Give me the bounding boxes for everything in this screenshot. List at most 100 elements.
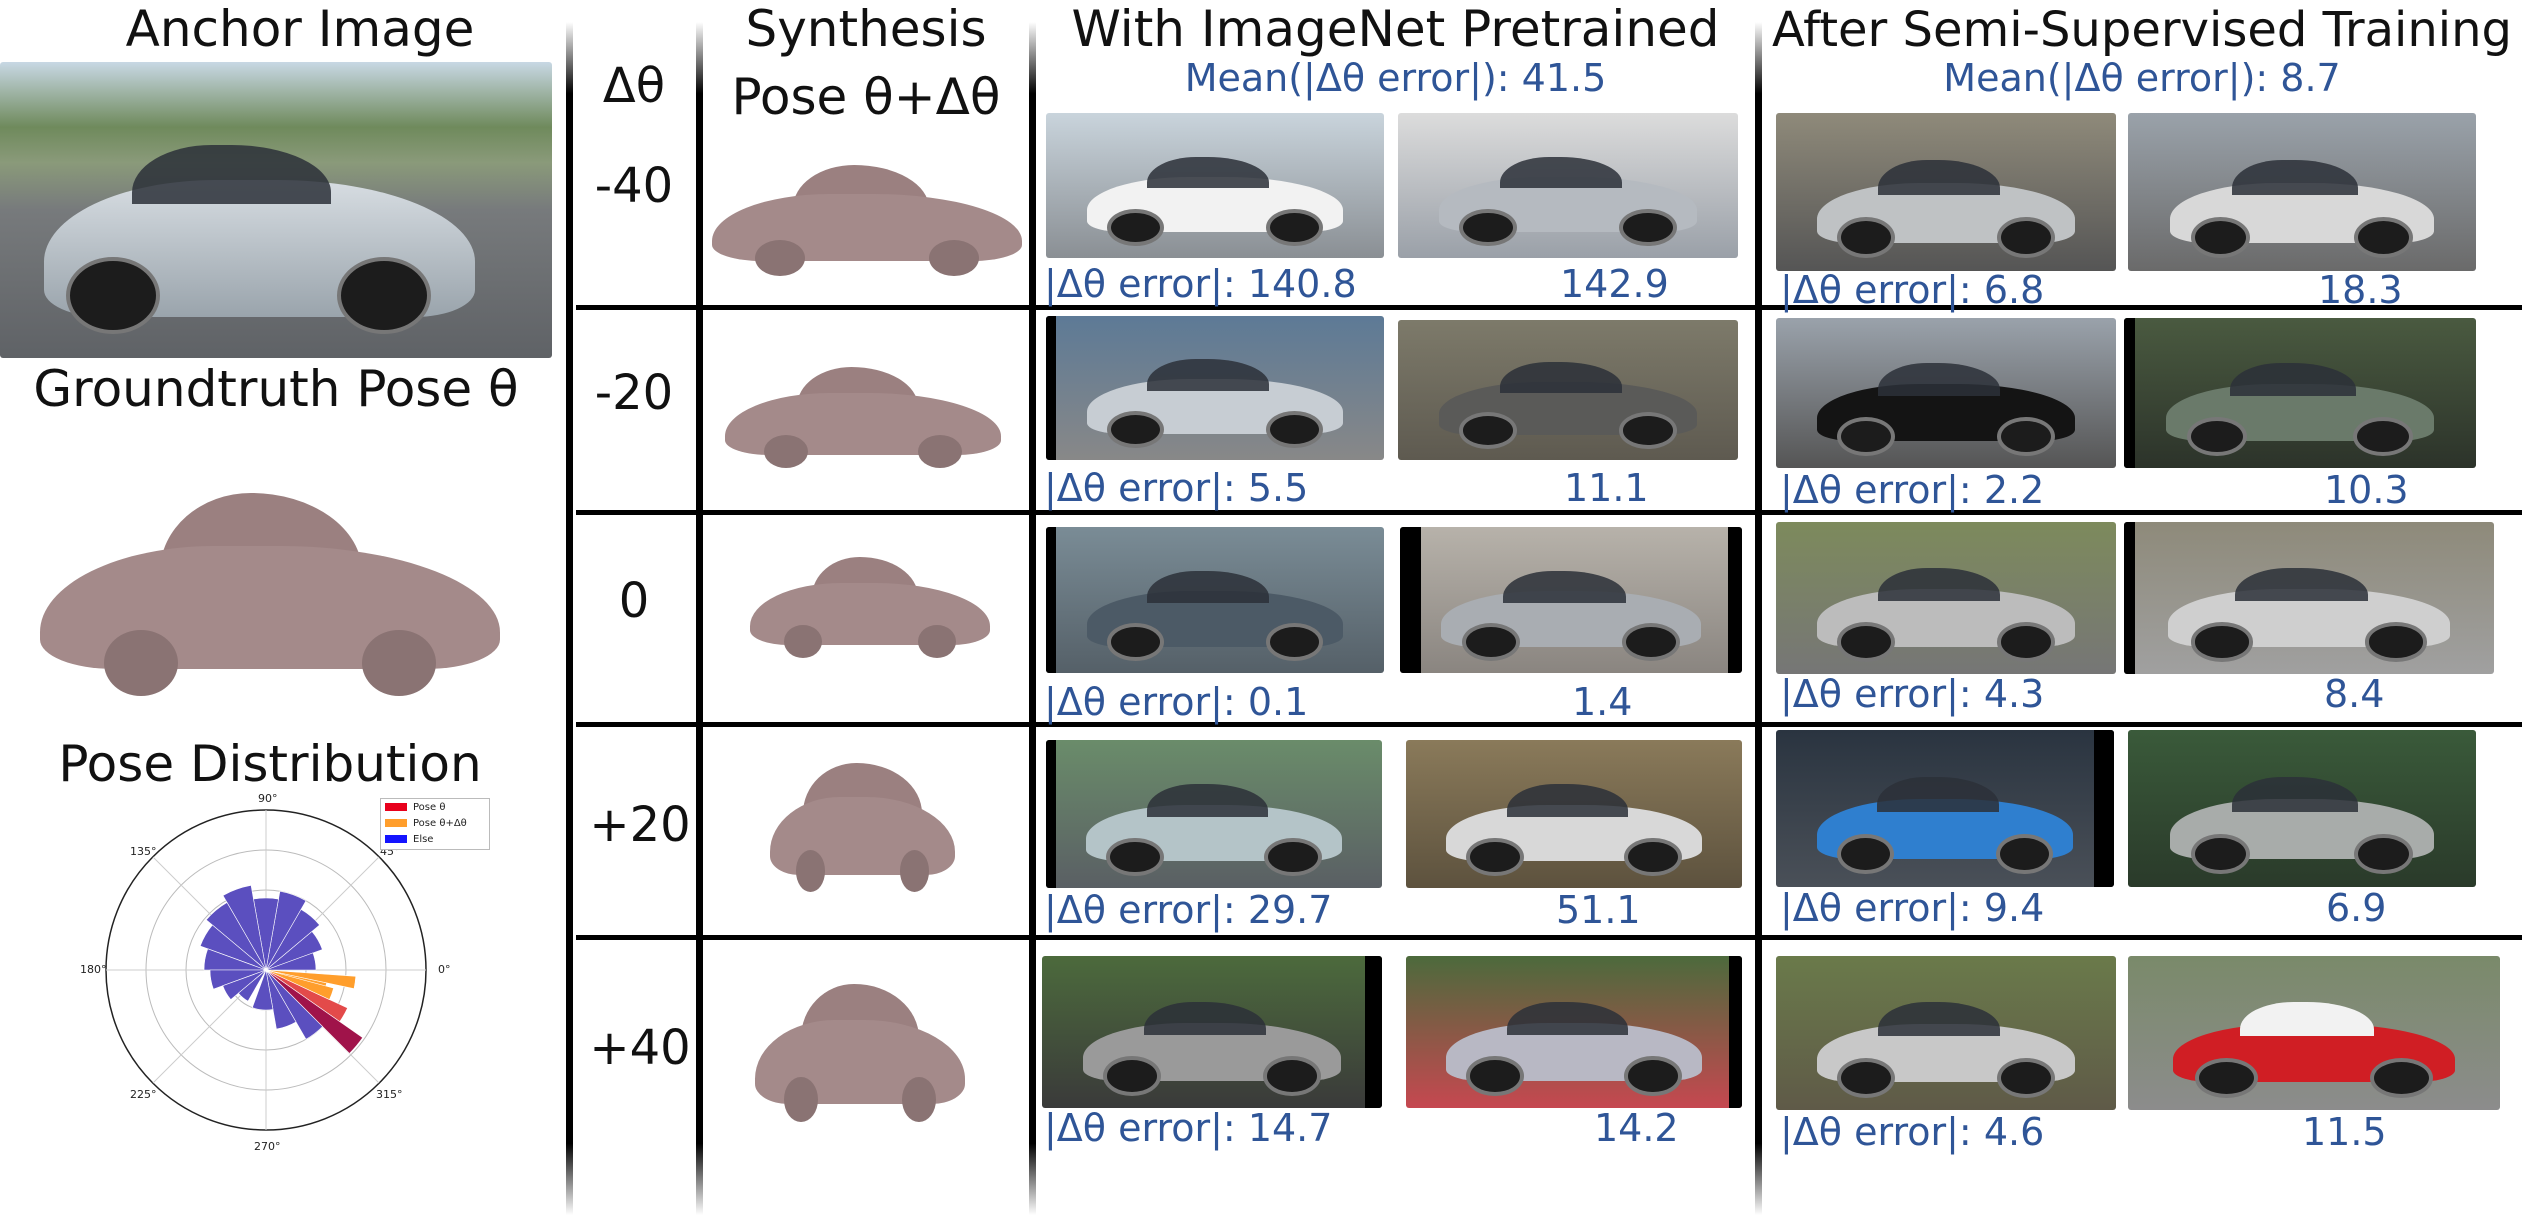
error-label: |Δθ error|: 5.5 <box>1044 466 1308 510</box>
legend-swatch-pose <box>385 803 407 811</box>
row-dtheta-label: +20 <box>589 797 691 853</box>
legend-label: Pose θ <box>413 801 446 813</box>
separator-horizontal <box>576 722 2522 727</box>
polar-wedge <box>265 890 307 971</box>
error-prefix: |Δθ error|: <box>1780 672 1972 716</box>
separator-vertical <box>1029 22 1036 1215</box>
synthesis-header-line1: Synthesis <box>745 0 987 58</box>
legend-item: Pose θ <box>381 799 489 815</box>
car-photo <box>1406 956 1742 1108</box>
car-photo <box>1042 956 1382 1108</box>
car-photo <box>2124 522 2494 674</box>
separator-horizontal <box>576 510 2522 515</box>
error-label: |Δθ error|: 6.8 <box>1780 268 2044 312</box>
error-label: |Δθ error|: 4.3 <box>1780 672 2044 716</box>
error-label: |Δθ error|: 0.1 <box>1044 680 1308 724</box>
car-photo <box>1046 113 1384 258</box>
separator-vertical <box>1755 22 1762 1215</box>
legend-label: Pose θ+Δθ <box>413 817 467 829</box>
legend-item: Else <box>381 831 489 847</box>
legend-label: Else <box>413 833 434 845</box>
synthesis-silhouette <box>712 158 1022 278</box>
error-value: 6.9 <box>2326 886 2387 930</box>
polar-wedge <box>265 969 323 1040</box>
car-photo <box>1046 316 1384 460</box>
polar-wedge <box>205 902 267 971</box>
error-value: 6.8 <box>1983 268 2045 312</box>
anchor-image <box>0 62 552 358</box>
error-label: |Δθ error|: 140.8 <box>1044 262 1357 306</box>
angle-tick-90: 90° <box>258 792 278 805</box>
imagenet-header: With ImageNet Pretrained <box>1071 0 1720 58</box>
row-dtheta-label: -40 <box>594 158 674 214</box>
angle-tick-315: 315° <box>376 1088 403 1101</box>
polar-wedge <box>222 884 267 971</box>
car-photo <box>1400 527 1742 673</box>
error-value: 5.5 <box>1247 466 1309 510</box>
error-value: 1.4 <box>1572 680 1633 724</box>
error-value: 9.4 <box>1983 886 2045 930</box>
error-value: 51.1 <box>1556 888 1641 932</box>
pose-distribution-polar-plot <box>105 809 427 1131</box>
car-photo <box>2128 113 2476 271</box>
polar-wedge <box>265 969 334 1000</box>
car-photo <box>1398 320 1738 460</box>
error-label: |Δθ error|: 14.7 <box>1044 1106 1332 1150</box>
error-value: 11.5 <box>2302 1110 2387 1154</box>
synthesis-silhouette <box>725 360 1001 470</box>
error-prefix: |Δθ error|: <box>1044 262 1236 306</box>
legend-swatch-pose-delta <box>385 819 407 827</box>
error-prefix: |Δθ error|: <box>1780 886 1972 930</box>
angle-tick-270: 270° <box>254 1140 281 1153</box>
polar-wedge <box>203 948 267 971</box>
semi-supervised-mean-error: Mean(|Δθ error|): 8.7 <box>1943 56 2341 100</box>
separator-horizontal <box>576 305 2522 310</box>
row-dtheta-label: 0 <box>618 573 650 629</box>
error-value: 142.9 <box>1560 262 1669 306</box>
groundtruth-pose-title: Groundtruth Pose θ <box>33 360 519 418</box>
legend-swatch-else <box>385 835 407 843</box>
car-photo <box>1776 113 2116 271</box>
separator-horizontal <box>576 935 2522 940</box>
polar-wedge <box>265 969 357 990</box>
synthesis-silhouette <box>755 975 965 1125</box>
pose-distribution-legend: Pose θ Pose θ+Δθ Else <box>380 798 490 850</box>
error-prefix: |Δθ error|: <box>1780 268 1972 312</box>
error-value: 2.2 <box>1983 468 2045 512</box>
row-dtheta-label: -20 <box>594 365 674 421</box>
angle-tick-180: 180° <box>80 963 107 976</box>
error-prefix: |Δθ error|: <box>1044 888 1236 932</box>
car-photo <box>1776 318 2116 468</box>
polar-wedge <box>237 969 267 1002</box>
polar-wedge <box>199 924 267 971</box>
error-value: 18.3 <box>2318 268 2403 312</box>
error-prefix: |Δθ error|: <box>1044 680 1236 724</box>
car-photo <box>1046 740 1382 888</box>
error-value: 8.4 <box>2324 672 2385 716</box>
polar-wedge <box>265 952 317 971</box>
error-value: 10.3 <box>2324 468 2409 512</box>
separator-vertical <box>696 22 703 1215</box>
error-label: |Δθ error|: 9.4 <box>1780 886 2044 930</box>
delta-theta-header: Δθ <box>602 58 666 114</box>
synthesis-silhouette <box>770 755 955 895</box>
groundtruth-pose-silhouette <box>40 480 500 700</box>
car-photo <box>2128 730 2476 887</box>
polar-wedge <box>251 968 274 1011</box>
polar-wedge <box>265 969 364 1054</box>
row-dtheta-label: +40 <box>589 1020 691 1076</box>
car-photo <box>1398 113 1738 258</box>
error-value: 11.1 <box>1564 466 1649 510</box>
synthesis-silhouette <box>750 550 990 660</box>
car-photo <box>1776 956 2116 1110</box>
car-photo <box>1406 740 1742 888</box>
error-label: |Δθ error|: 2.2 <box>1780 468 2044 512</box>
error-value: 4.3 <box>1983 672 2045 716</box>
error-prefix: |Δθ error|: <box>1780 468 1972 512</box>
error-value: 0.1 <box>1247 680 1309 724</box>
error-prefix: |Δθ error|: <box>1044 1106 1236 1150</box>
error-value: 29.7 <box>1247 888 1333 932</box>
error-value: 4.6 <box>1983 1110 2045 1154</box>
error-value: 140.8 <box>1247 262 1357 306</box>
error-label: |Δθ error|: 4.6 <box>1780 1110 2044 1154</box>
